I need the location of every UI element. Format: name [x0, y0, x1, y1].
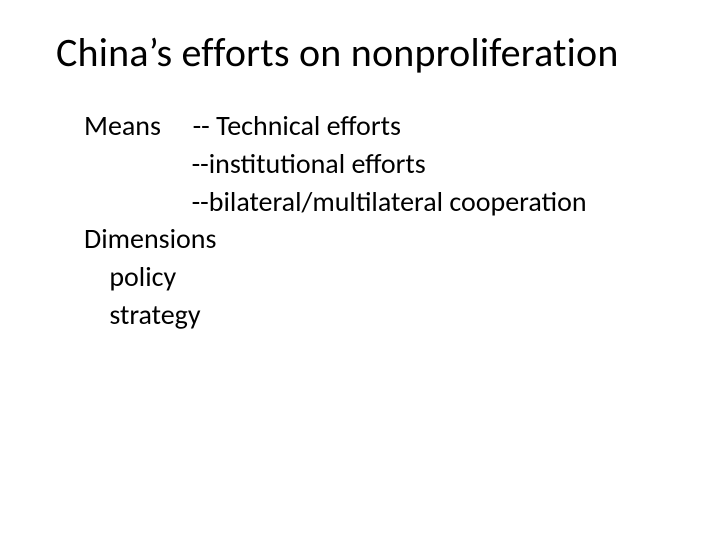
body-line: strategy — [84, 296, 680, 334]
body-line: Means -- Technical efforts — [84, 107, 680, 145]
slide-title: China’s efforts on nonproliferation — [56, 28, 680, 77]
body-line: policy — [84, 258, 680, 296]
body-line: --institutional efforts — [84, 145, 680, 183]
slide-body: Means -- Technical efforts --institution… — [56, 107, 680, 334]
body-line: Dimensions — [84, 220, 680, 258]
body-line: --bilateral/multilateral cooperation — [84, 183, 680, 221]
slide-container: China’s efforts on nonproliferation Mean… — [0, 0, 720, 540]
